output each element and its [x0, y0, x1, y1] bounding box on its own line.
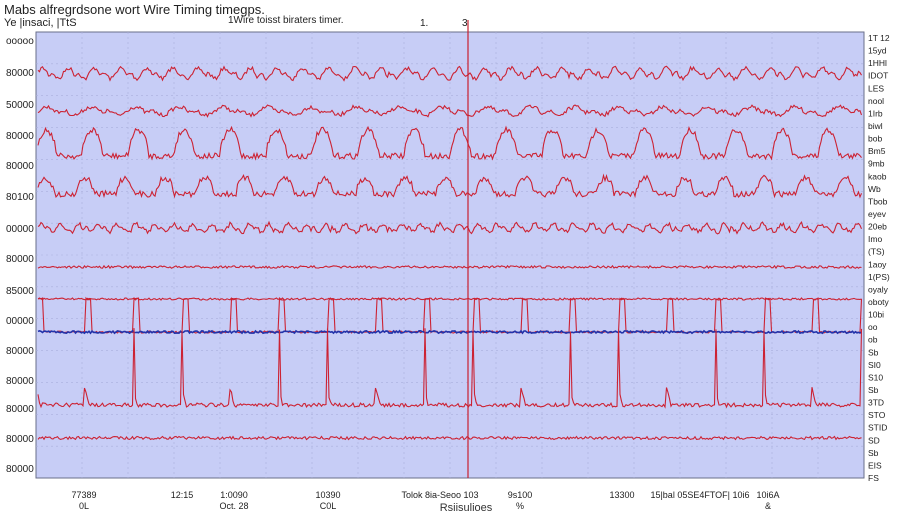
right-label: oyaly — [868, 284, 889, 294]
right-label: Tbob — [868, 196, 888, 206]
trace-4 — [37, 173, 863, 199]
right-label: (TS) — [868, 247, 885, 257]
right-label: EIS — [868, 460, 882, 470]
y-axis-ticks: ooooo 80000 50000 80000 80000 80100 00000 80000… — [6, 36, 34, 475]
right-label: Sb — [868, 347, 879, 357]
right-label: FS — [868, 473, 879, 483]
center-annotation: 1Wire toisst biraters timer. — [228, 15, 344, 26]
y-tick-label: 80000 — [6, 161, 34, 172]
right-label: 1Irb — [868, 108, 883, 118]
right-label: biwl — [868, 121, 883, 131]
y-tick-label: 85000 — [6, 286, 34, 297]
y-tick-label: 80100 — [6, 192, 34, 203]
chart-title: Mabs alfregrdsone wort Wire Timing timeg… — [4, 2, 265, 17]
right-label: ob — [868, 335, 878, 345]
x-sub-label: 0L — [79, 501, 89, 511]
trace-7 — [37, 297, 862, 301]
right-label: STID — [868, 423, 887, 433]
right-label: 20eb — [868, 222, 887, 232]
x-tick-label: 9s100 — [508, 490, 533, 500]
x-tick-label: Tolok 8ia-Seoo 103 — [401, 490, 478, 500]
right-label: LES — [868, 83, 884, 93]
y-tick-label: ooooo — [6, 36, 34, 47]
right-label: oboty — [868, 297, 890, 307]
trace-2 — [37, 104, 863, 118]
right-label: STO — [868, 410, 886, 420]
x-tick-label: 12:15 — [171, 490, 194, 500]
x-sub-label: Oct. 28 — [219, 501, 248, 511]
x-sub-label: C0L — [320, 501, 337, 511]
right-label: eyev — [868, 209, 887, 219]
y-tick-label: 80000 — [6, 404, 34, 415]
right-label: Sb — [868, 385, 879, 395]
right-label: 1aoy — [868, 259, 887, 269]
right-label: kaob — [868, 171, 887, 181]
cursor-value: 3 — [462, 18, 468, 29]
y-tick-label: 00000 — [6, 224, 34, 235]
y-tick-label: 80000 — [6, 68, 34, 79]
y-tick-label: 80000 — [6, 376, 34, 387]
right-label: oo — [868, 322, 878, 332]
right-label: nool — [868, 96, 884, 106]
right-label: SI0 — [868, 360, 881, 370]
cursor-label: 1. — [420, 18, 429, 29]
x-sub-label: & — [765, 501, 771, 511]
trace-10 — [37, 328, 863, 409]
right-labels: 1T 12 15yd 1HHl IDOT LES nool 1Irb biwl bob Bm5 9m… — [868, 33, 890, 483]
trace-6 — [37, 264, 862, 270]
right-label: 1HHl — [868, 58, 887, 68]
right-label: Imo — [868, 234, 882, 244]
x-tick-label: 13300 — [609, 490, 634, 500]
x-tick-label: 1:0090 — [220, 490, 248, 500]
x-axis-ticks: 77389 12:15 1:0090 10390 Tolok 8ia-Seoo 103 9… — [71, 490, 779, 511]
right-label: bob — [868, 134, 882, 144]
right-label: IDOT — [868, 71, 888, 81]
trace-1 — [37, 65, 862, 82]
right-label: 9mb — [868, 159, 885, 169]
trace-11 — [37, 435, 862, 441]
x-tick-label: 77389 — [71, 490, 96, 500]
chart-subtitle: Ye |insaci, |TtS — [4, 17, 77, 29]
x-tick-label: 15|bal 05SE4FTOF| 10i6 — [650, 490, 749, 500]
traces — [37, 65, 863, 441]
y-tick-label: 80000 — [6, 254, 34, 265]
right-label: 10bi — [868, 310, 884, 320]
right-label: 1(PS) — [868, 272, 890, 282]
right-label: S10 — [868, 372, 883, 382]
right-label: 3TD — [868, 398, 884, 408]
right-label: SD — [868, 435, 880, 445]
y-tick-label: 80000 — [6, 464, 34, 475]
right-label: Wb — [868, 184, 881, 194]
right-label: Bm5 — [868, 146, 886, 156]
trace-5 — [37, 220, 863, 235]
y-tick-label: 50000 — [6, 100, 34, 111]
trace-9 — [37, 329, 862, 335]
y-tick-label: 00000 — [6, 316, 34, 327]
x-tick-label: 10390 — [315, 490, 340, 500]
right-label: Sb — [868, 448, 879, 458]
y-tick-label: 80000 — [6, 434, 34, 445]
right-label: 15yd — [868, 46, 887, 56]
x-sub-label: % — [516, 501, 524, 511]
x-axis-label: Rsiisulioes — [440, 502, 493, 514]
x-tick-label: 10i6A — [756, 490, 779, 500]
y-tick-label: 80000 — [6, 131, 34, 142]
right-label: 1T 12 — [868, 33, 890, 43]
y-tick-label: 80000 — [6, 346, 34, 357]
trace-3 — [37, 125, 862, 161]
